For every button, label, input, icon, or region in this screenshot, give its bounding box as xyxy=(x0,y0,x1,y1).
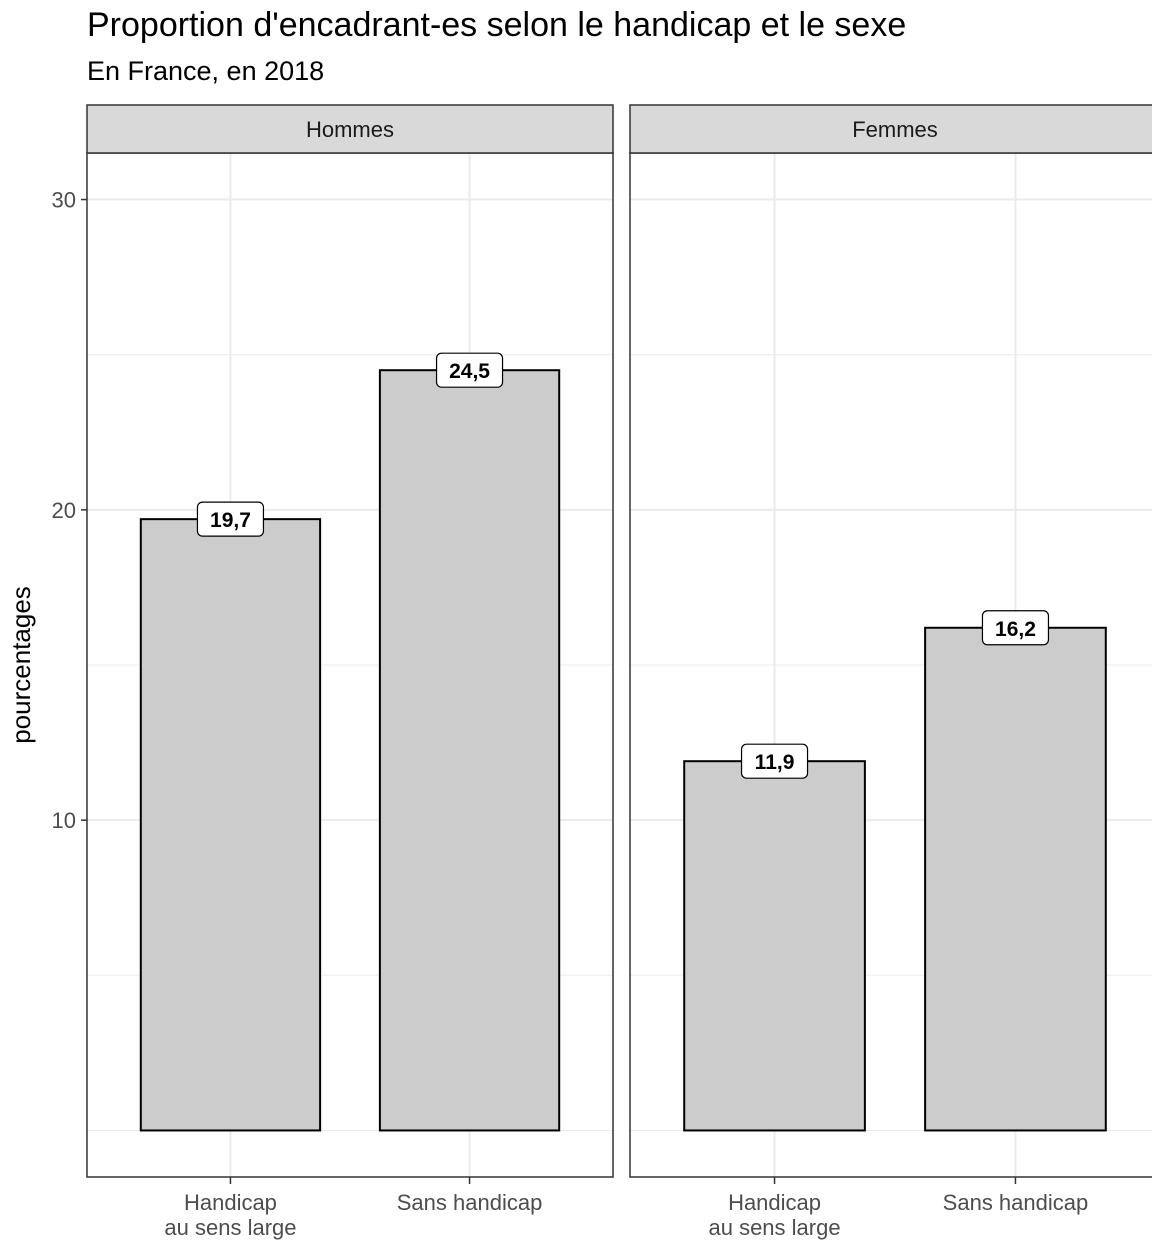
facet-strip-label: Femmes xyxy=(852,117,938,142)
y-tick-label: 20 xyxy=(52,498,76,523)
facet-strip xyxy=(629,104,1152,154)
bar xyxy=(139,518,322,1132)
data-label: 11,9 xyxy=(755,751,795,774)
facet-strip xyxy=(86,104,614,154)
x-tick-label-line: Sans handicap xyxy=(943,1190,1089,1215)
data-label-box xyxy=(981,610,1050,646)
bar xyxy=(924,626,1107,1132)
facet-panel-1: 11,9 16,2 Femmes Handicap au sens large Sans … xyxy=(629,104,1152,1240)
data-label-box xyxy=(740,743,809,779)
x-tick-label-line: au sens large xyxy=(708,1215,840,1240)
x-tick-label-line: au sens large xyxy=(164,1215,296,1240)
y-tick-label: 30 xyxy=(52,188,76,213)
chart-subtitle: En France, en 2018 xyxy=(87,56,325,86)
x-tick-label-line: Sans handicap xyxy=(397,1190,543,1215)
bar xyxy=(683,760,866,1132)
data-label-box xyxy=(196,501,265,537)
x-tick-label-line: Handicap xyxy=(184,1190,277,1215)
y-tick-label: 10 xyxy=(52,808,76,833)
data-label-box xyxy=(435,352,504,388)
x-tick-label-line: Handicap xyxy=(728,1190,821,1215)
x-tick-label: Handicap au sens large xyxy=(164,1190,296,1240)
bar xyxy=(378,369,561,1132)
x-tick-label: Sans handicap xyxy=(397,1190,543,1215)
chart-title: Proportion d'encadrant-es selon le handi… xyxy=(87,6,907,44)
x-tick-label: Handicap au sens large xyxy=(708,1190,840,1240)
x-tick-label: Sans handicap xyxy=(943,1190,1089,1215)
data-label: 24,5 xyxy=(449,360,490,383)
facet-strip-label: Hommes xyxy=(306,117,394,142)
data-label: 16,2 xyxy=(995,618,1036,641)
y-axis-title: pourcentages xyxy=(6,586,36,744)
data-label: 19,7 xyxy=(210,509,251,532)
facet-panel-0: 19,7 24,5 Hommes Handicap au sens large Sans … xyxy=(86,104,614,1240)
